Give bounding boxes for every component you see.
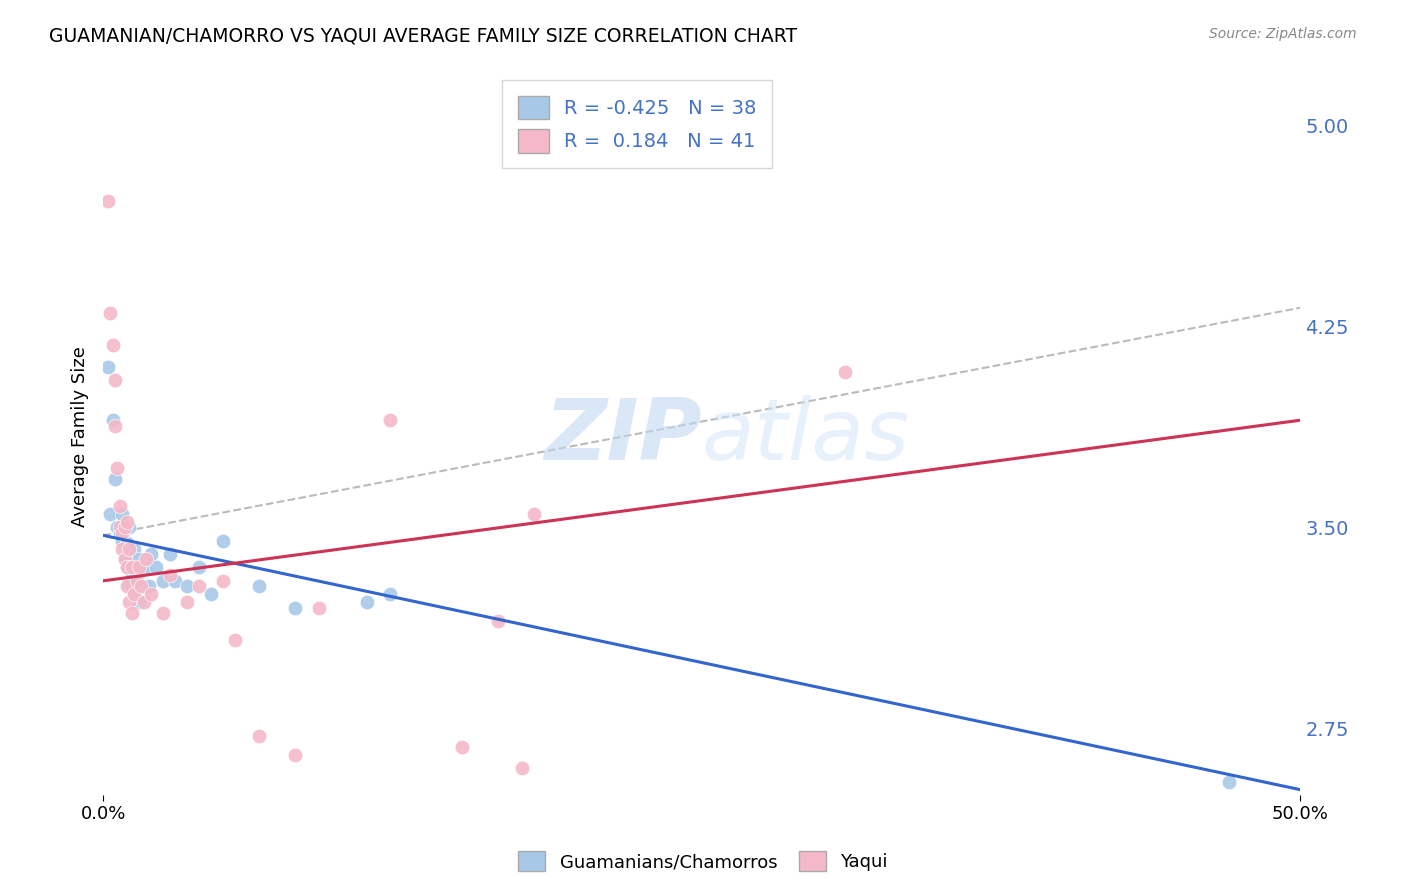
Point bbox=[1218, 774, 1240, 789]
Point bbox=[97, 194, 120, 208]
Point bbox=[356, 595, 378, 609]
Point bbox=[200, 587, 222, 601]
Point bbox=[121, 568, 143, 582]
Point bbox=[247, 579, 270, 593]
Point bbox=[121, 579, 143, 593]
Legend: Guamanians/Chamorros, Yaqui: Guamanians/Chamorros, Yaqui bbox=[510, 844, 896, 879]
Point bbox=[122, 541, 145, 556]
Text: GUAMANIAN/CHAMORRO VS YAQUI AVERAGE FAMILY SIZE CORRELATION CHART: GUAMANIAN/CHAMORRO VS YAQUI AVERAGE FAMI… bbox=[49, 27, 797, 45]
Point bbox=[108, 499, 131, 513]
Point bbox=[108, 520, 131, 534]
Point bbox=[118, 520, 141, 534]
Point bbox=[145, 560, 167, 574]
Point bbox=[187, 579, 209, 593]
Point bbox=[380, 587, 402, 601]
Point bbox=[115, 515, 138, 529]
Point bbox=[111, 525, 134, 540]
Point bbox=[115, 560, 138, 574]
Point bbox=[107, 520, 129, 534]
Point bbox=[224, 632, 246, 647]
Point bbox=[163, 574, 186, 588]
Point bbox=[308, 600, 330, 615]
Point bbox=[176, 595, 198, 609]
Point bbox=[125, 574, 148, 588]
Point bbox=[247, 729, 270, 743]
Text: Source: ZipAtlas.com: Source: ZipAtlas.com bbox=[1209, 27, 1357, 41]
Point bbox=[510, 761, 533, 775]
Point bbox=[104, 373, 127, 387]
Point bbox=[98, 306, 121, 320]
Point bbox=[284, 747, 307, 762]
Point bbox=[135, 560, 157, 574]
Point bbox=[486, 614, 509, 628]
Point bbox=[101, 338, 124, 352]
Point bbox=[159, 568, 181, 582]
Point bbox=[128, 552, 150, 566]
Point bbox=[131, 579, 153, 593]
Point bbox=[128, 595, 150, 609]
Point bbox=[121, 560, 143, 574]
Point bbox=[834, 365, 856, 379]
Point bbox=[114, 552, 136, 566]
Point bbox=[114, 520, 136, 534]
Point bbox=[131, 560, 153, 574]
Point bbox=[121, 606, 143, 620]
Text: atlas: atlas bbox=[702, 395, 910, 478]
Point bbox=[111, 533, 134, 548]
Point bbox=[104, 418, 127, 433]
Point bbox=[212, 533, 235, 548]
Point bbox=[152, 606, 174, 620]
Point bbox=[139, 547, 162, 561]
Point bbox=[159, 547, 181, 561]
Point bbox=[128, 560, 150, 574]
Point bbox=[107, 461, 129, 475]
Point bbox=[139, 587, 162, 601]
Point bbox=[118, 574, 141, 588]
Point bbox=[101, 413, 124, 427]
Point bbox=[111, 507, 134, 521]
Point bbox=[284, 600, 307, 615]
Point bbox=[118, 541, 141, 556]
Point bbox=[111, 541, 134, 556]
Point bbox=[135, 552, 157, 566]
Point bbox=[118, 595, 141, 609]
Legend: R = -0.425   N = 38, R =  0.184   N = 41: R = -0.425 N = 38, R = 0.184 N = 41 bbox=[502, 80, 772, 169]
Point bbox=[108, 525, 131, 540]
Point bbox=[122, 587, 145, 601]
Point bbox=[187, 560, 209, 574]
Point bbox=[115, 560, 138, 574]
Point bbox=[114, 552, 136, 566]
Point bbox=[98, 507, 121, 521]
Point bbox=[212, 574, 235, 588]
Point bbox=[125, 574, 148, 588]
Point bbox=[104, 472, 127, 486]
Point bbox=[115, 579, 138, 593]
Point bbox=[115, 536, 138, 550]
Text: ZIP: ZIP bbox=[544, 395, 702, 478]
Point bbox=[132, 579, 155, 593]
Point bbox=[152, 574, 174, 588]
Point bbox=[523, 507, 546, 521]
Point bbox=[380, 413, 402, 427]
Point bbox=[97, 359, 120, 374]
Point bbox=[138, 579, 160, 593]
Point bbox=[122, 587, 145, 601]
Y-axis label: Average Family Size: Average Family Size bbox=[72, 346, 89, 526]
Point bbox=[176, 579, 198, 593]
Point bbox=[132, 595, 155, 609]
Point bbox=[451, 739, 474, 754]
